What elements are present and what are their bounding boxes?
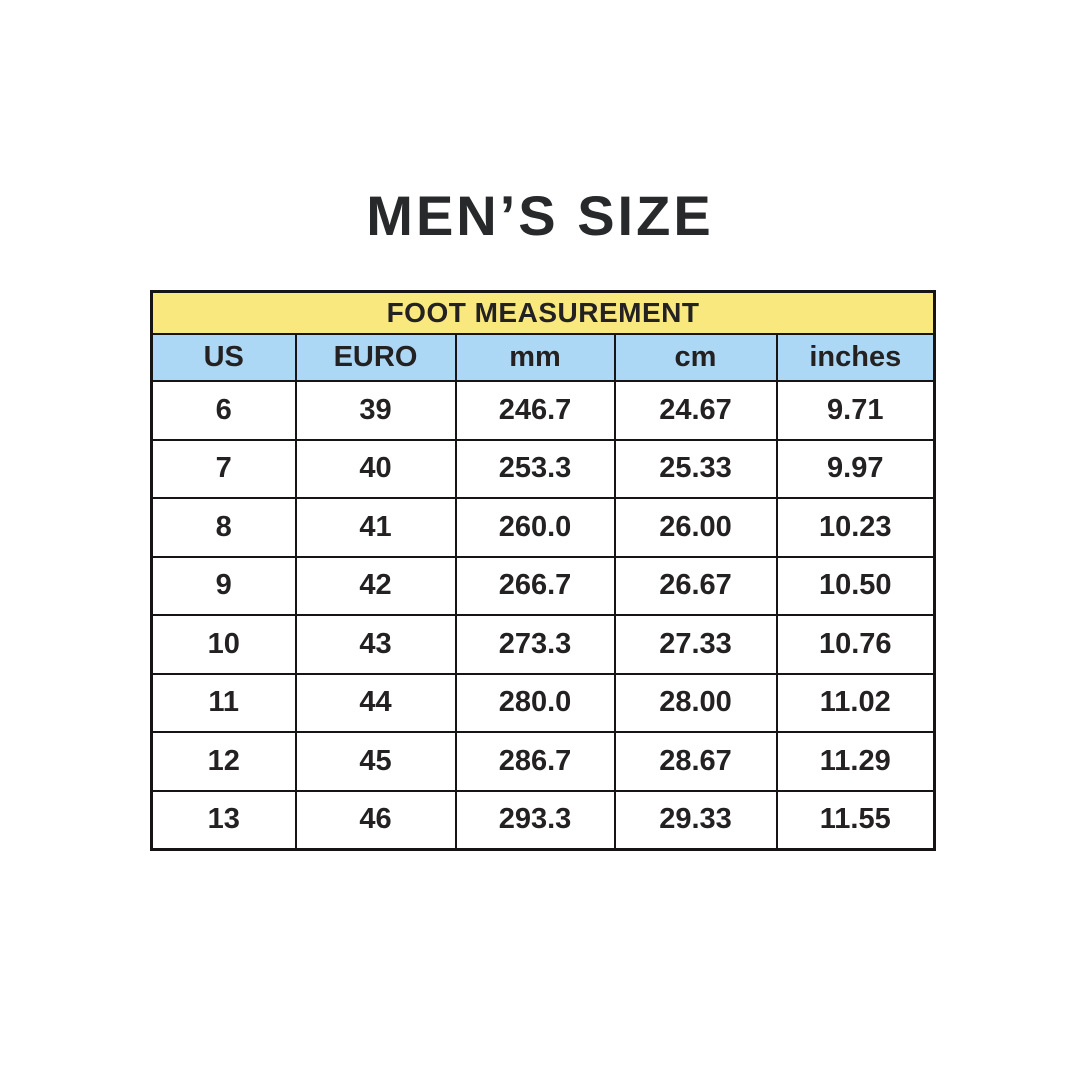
table-cell: 39	[294, 380, 457, 441]
table-cell: 43	[294, 614, 457, 675]
table-cell: 26.67	[613, 555, 778, 616]
table-cell: 10	[150, 614, 297, 675]
table-cell: 26.00	[613, 497, 778, 558]
table-row: 8 41 260.0 26.00 10.23	[150, 497, 936, 558]
table-row: 11 44 280.0 28.00 11.02	[150, 672, 936, 733]
table-body: 6 39 246.7 24.67 9.71 7 40 253.3 25.33 9.97 8 41 260…	[150, 380, 936, 851]
table-cell: 11.55	[775, 789, 936, 851]
table-cell: 10.50	[775, 555, 936, 616]
table-cell: 286.7	[454, 731, 616, 792]
table-cell: 293.3	[454, 789, 616, 851]
table-cell: 9.97	[775, 438, 936, 499]
table-cell: 9	[150, 555, 297, 616]
table-cell: 280.0	[454, 672, 616, 733]
column-header-row: US EURO mm cm inches	[150, 333, 936, 382]
size-chart-table: FOOT MEASUREMENT US EURO mm cm inches 6 39 246…	[150, 290, 937, 851]
table-cell: 11.29	[775, 731, 936, 792]
page-title: MEN’S SIZE	[366, 184, 714, 247]
table-cell: 28.67	[613, 731, 778, 792]
table-row: 12 45 286.7 28.67 11.29	[150, 731, 936, 792]
table-row: 10 43 273.3 27.33 10.76	[150, 614, 936, 675]
measurement-header-row: FOOT MEASUREMENT	[150, 290, 936, 335]
table-cell: 7	[150, 438, 297, 499]
table-cell: 12	[150, 731, 297, 792]
table-cell: 246.7	[454, 380, 616, 441]
measurement-header-cell: FOOT MEASUREMENT	[150, 290, 936, 335]
table-cell: 11	[150, 672, 297, 733]
table-cell: 9.71	[775, 380, 936, 441]
table-cell: 45	[294, 731, 457, 792]
table-cell: 266.7	[454, 555, 616, 616]
table-row: 7 40 253.3 25.33 9.97	[150, 438, 936, 499]
column-header-mm: mm	[454, 333, 616, 382]
table-row: 6 39 246.7 24.67 9.71	[150, 380, 936, 441]
table-cell: 28.00	[613, 672, 778, 733]
table-cell: 44	[294, 672, 457, 733]
table-cell: 25.33	[613, 438, 778, 499]
column-header-inches: inches	[775, 333, 936, 382]
table-cell: 253.3	[454, 438, 616, 499]
table-cell: 24.67	[613, 380, 778, 441]
table-cell: 40	[294, 438, 457, 499]
table-row: 9 42 266.7 26.67 10.50	[150, 555, 936, 616]
table-cell: 46	[294, 789, 457, 851]
table-cell: 27.33	[613, 614, 778, 675]
table-cell: 41	[294, 497, 457, 558]
table-cell: 8	[150, 497, 297, 558]
column-header-us: US	[150, 333, 297, 382]
table-cell: 29.33	[613, 789, 778, 851]
table-cell: 10.76	[775, 614, 936, 675]
table-cell: 13	[150, 789, 297, 851]
table-cell: 10.23	[775, 497, 936, 558]
table-cell: 273.3	[454, 614, 616, 675]
table-cell: 260.0	[454, 497, 616, 558]
table-head: FOOT MEASUREMENT US EURO mm cm inches	[150, 290, 936, 382]
table-row: 13 46 293.3 29.33 11.55	[150, 789, 936, 851]
table-cell: 6	[150, 380, 297, 441]
column-header-euro: EURO	[294, 333, 457, 382]
column-header-cm: cm	[613, 333, 778, 382]
table-cell: 42	[294, 555, 457, 616]
table-cell: 11.02	[775, 672, 936, 733]
